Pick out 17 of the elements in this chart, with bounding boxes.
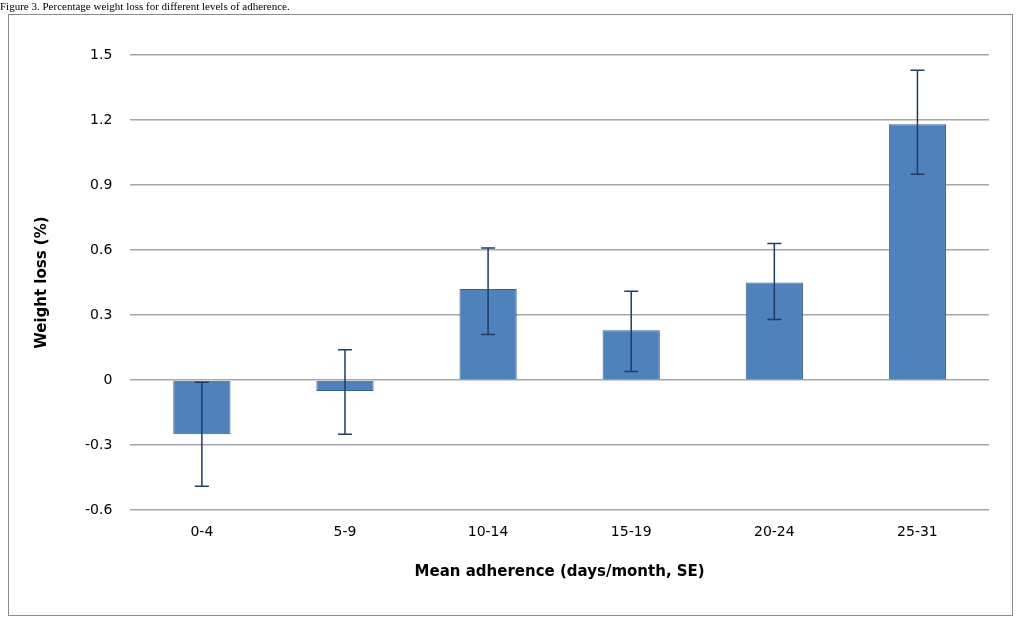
y-tick-label: -0.3 — [84, 435, 113, 452]
x-tick-label: 10-14 — [467, 523, 509, 540]
y-tick-label: 0.3 — [90, 305, 113, 322]
y-axis-title: Weight loss (%) — [31, 216, 50, 349]
y-tick-label: 1.5 — [90, 45, 113, 62]
y-tick-label: -0.6 — [84, 500, 113, 517]
x-tick-label: 15-19 — [610, 523, 652, 540]
chart-title: Figure 3. Percentage weight loss for different levels of adherence. — [0, 0, 291, 12]
x-tick-label: 20-24 — [753, 523, 795, 540]
y-tick-label: 1.2 — [90, 110, 113, 127]
x-axis-title: Mean adherence (days/month, SE) — [414, 561, 705, 580]
y-tick-label: 0 — [103, 370, 113, 387]
y-tick-label: 0.9 — [90, 175, 113, 192]
y-tick-label: 0.6 — [90, 240, 113, 257]
x-tick-label: 25-31 — [897, 523, 938, 540]
x-tick-label: 5-9 — [333, 523, 357, 540]
x-tick-label: 0-4 — [190, 523, 214, 540]
